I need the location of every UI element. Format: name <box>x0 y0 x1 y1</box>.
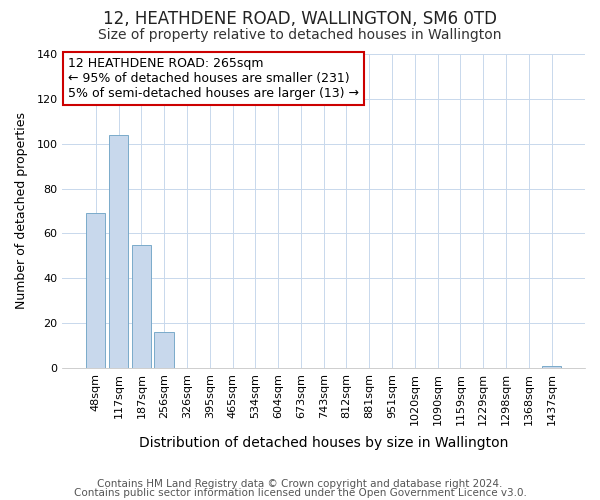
X-axis label: Distribution of detached houses by size in Wallington: Distribution of detached houses by size … <box>139 436 508 450</box>
Bar <box>109 134 128 368</box>
Bar <box>86 213 106 368</box>
Y-axis label: Number of detached properties: Number of detached properties <box>15 112 28 310</box>
Text: 12, HEATHDENE ROAD, WALLINGTON, SM6 0TD: 12, HEATHDENE ROAD, WALLINGTON, SM6 0TD <box>103 10 497 28</box>
Text: Contains public sector information licensed under the Open Government Licence v3: Contains public sector information licen… <box>74 488 526 498</box>
Bar <box>542 366 561 368</box>
Text: Contains HM Land Registry data © Crown copyright and database right 2024.: Contains HM Land Registry data © Crown c… <box>97 479 503 489</box>
Bar <box>154 332 174 368</box>
Text: 12 HEATHDENE ROAD: 265sqm
← 95% of detached houses are smaller (231)
5% of semi-: 12 HEATHDENE ROAD: 265sqm ← 95% of detac… <box>68 57 359 100</box>
Bar <box>131 244 151 368</box>
Text: Size of property relative to detached houses in Wallington: Size of property relative to detached ho… <box>98 28 502 42</box>
